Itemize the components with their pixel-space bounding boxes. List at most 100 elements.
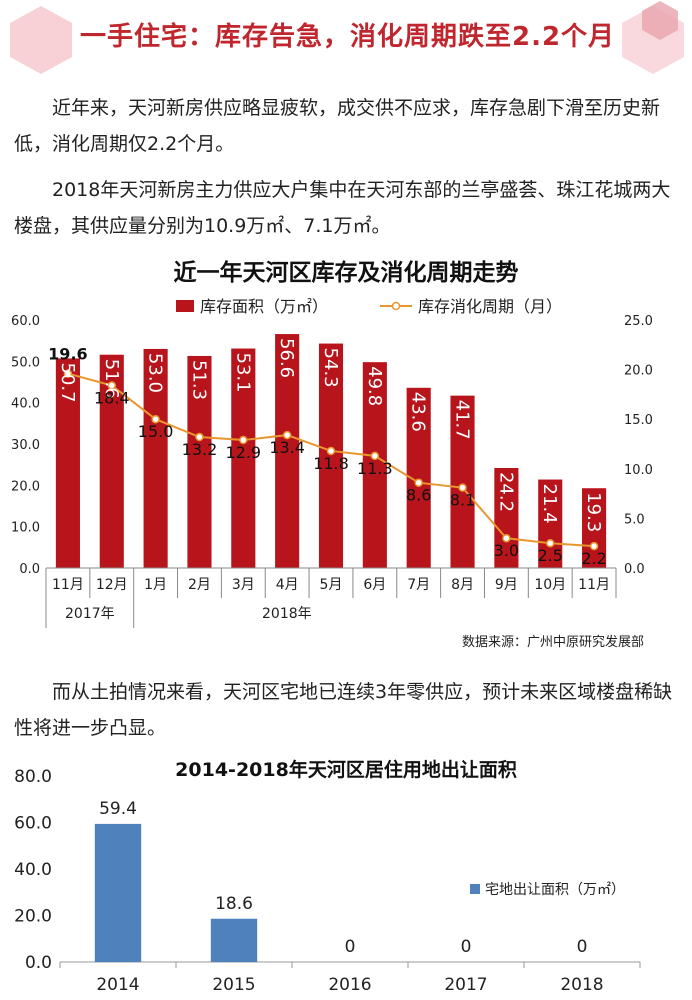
hexagon-decoration-icon [642,1,678,40]
bar-value-label: 51.6 [101,359,122,399]
legend-bar-label: 库存面积（万㎡） [200,297,328,316]
inventory-bar [99,354,124,568]
paragraph-land: 而从土拍情况来看，天河区宅地已连续3年零供应，预计未来区域楼盘稀缺性将进一步凸显… [14,681,673,739]
line-value-label: 8.1 [450,491,475,510]
line-value-label: 19.6 [48,345,87,364]
bar-value-label: 50.7 [57,362,78,402]
y-left-tick-label: 10.0 [11,521,40,536]
inventory-bar [143,348,168,568]
turnover-point [502,533,511,543]
x-tick-label: 2018 [560,975,603,995]
x-tick-label: 2014 [96,975,139,995]
y-left-tick-label: 40.0 [11,397,40,412]
bar-value-label: 51.3 [188,360,209,400]
year-group-label: 2017年 [65,606,115,622]
turnover-point [239,435,248,445]
x-tick-label: 5月 [320,577,343,593]
y-tick-label: 80.0 [14,767,52,787]
y-right-tick-label: 10.0 [624,463,653,478]
hexagon-decoration-icon [10,6,72,74]
bar-value-label: 18.6 [215,894,253,914]
y-tick-label: 0.0 [25,953,52,973]
chart-title: 2014-2018年天河区居住用地出让面积 [175,758,517,781]
inventory-bar [494,467,519,568]
inventory-bar [538,479,563,568]
x-tick-label: 7月 [407,577,430,593]
y-tick-label: 40.0 [14,860,52,880]
x-tick-label: 10月 [534,577,566,593]
y-left-tick-label: 0.0 [19,562,40,577]
inventory-bar [231,348,256,568]
line-value-label: 3.0 [494,541,519,560]
header-banner: 一手住宅：库存告急，消化周期跌至2.2个月 [0,0,692,80]
x-tick-label: 2月 [188,577,211,593]
paragraph-intro: 近年来，天河新房供应略显疲软，成交供不应求，库存急剧下滑至历史新低，消化周期仅2… [14,97,661,155]
land-supply-bar [94,823,142,962]
inventory-bar [362,362,387,568]
x-tick-label: 2017 [444,975,487,995]
page-title: 一手住宅：库存告急，消化周期跌至2.2个月 [80,22,616,52]
turnover-point [151,414,160,424]
turnover-point [107,381,117,390]
x-tick-label: 8月 [451,577,474,593]
inventory-bar [582,488,607,568]
bar-value-label: 24.2 [495,472,516,512]
x-tick-label: 6月 [363,577,386,593]
year-group-label: 2018年 [262,606,312,622]
bar-value-label: 49.8 [364,366,385,406]
legend-swatch [470,884,480,894]
turnover-point [63,369,73,378]
bar-value-label: 0 [345,937,356,957]
bar-value-label: 41.7 [452,400,473,440]
inventory-bar [55,358,80,568]
legend-label: 宅地出让面积（万㎡） [485,882,625,898]
y-left-tick-label: 20.0 [11,479,40,494]
turnover-point [370,451,380,461]
y-tick-label: 60.0 [14,814,52,834]
bar-value-label: 56.6 [276,338,297,378]
y-left-tick-label: 50.0 [11,355,40,370]
bar-value-label: 59.4 [99,799,137,819]
line-value-label: 15.0 [138,422,174,441]
bar-value-label: 21.4 [539,484,560,524]
line-value-label: 2.2 [581,549,606,568]
land-supply-chart: 2014-2018年天河区居住用地出让面积 0.0 20.0 40.0 60.0 80.… [14,758,641,995]
x-tick-label: 1月 [144,577,167,593]
legend-bar-swatch [176,300,194,312]
x-tick-label: 3月 [232,577,255,593]
x-tick-label: 2016 [328,975,371,995]
bar-value-label: 53.1 [232,353,253,393]
bar-value-label: 54.3 [320,348,341,388]
x-tick-label: 11月 [578,577,610,593]
line-value-label: 12.9 [225,443,261,462]
line-value-label: 8.6 [406,486,431,505]
turnover-point [282,430,292,440]
legend-line-marker [391,301,401,311]
y-tick-label: 20.0 [14,907,52,927]
chart-title: 近一年天河区库存及消化周期走势 [174,259,519,286]
bar-value-label: 0 [577,937,588,957]
paragraph-supply: 2018年天河新房主力供应大户集中在天河东部的兰亭盛荟、珠江花城两大楼盘，其供应… [14,179,671,237]
inventory-bar [187,355,212,568]
y-right-tick-label: 20.0 [624,364,653,379]
turnover-point [458,483,467,492]
y-left-tick-label: 60.0 [11,314,40,329]
line-value-label: 18.4 [94,388,130,407]
x-tick-label: 9月 [495,577,518,593]
turnover-point [589,541,599,551]
x-tick-label: 11月 [52,577,84,593]
data-source: 数据来源：广州中原研究发展部 [462,634,644,650]
y-right-tick-label: 0.0 [624,562,645,577]
turnover-point [545,538,555,548]
turnover-point [326,446,336,456]
x-tick-label: 4月 [276,577,299,593]
y-left-tick-label: 30.0 [11,438,40,453]
turnover-point [414,478,423,487]
bar-value-label: 43.6 [408,392,429,432]
x-tick-label: 12月 [96,577,128,593]
y-right-tick-label: 5.0 [624,512,645,527]
land-supply-bar [210,918,258,962]
bar-value-label: 53.0 [145,353,166,393]
inventory-bar [275,334,300,568]
bar-value-label: 19.3 [583,492,604,532]
